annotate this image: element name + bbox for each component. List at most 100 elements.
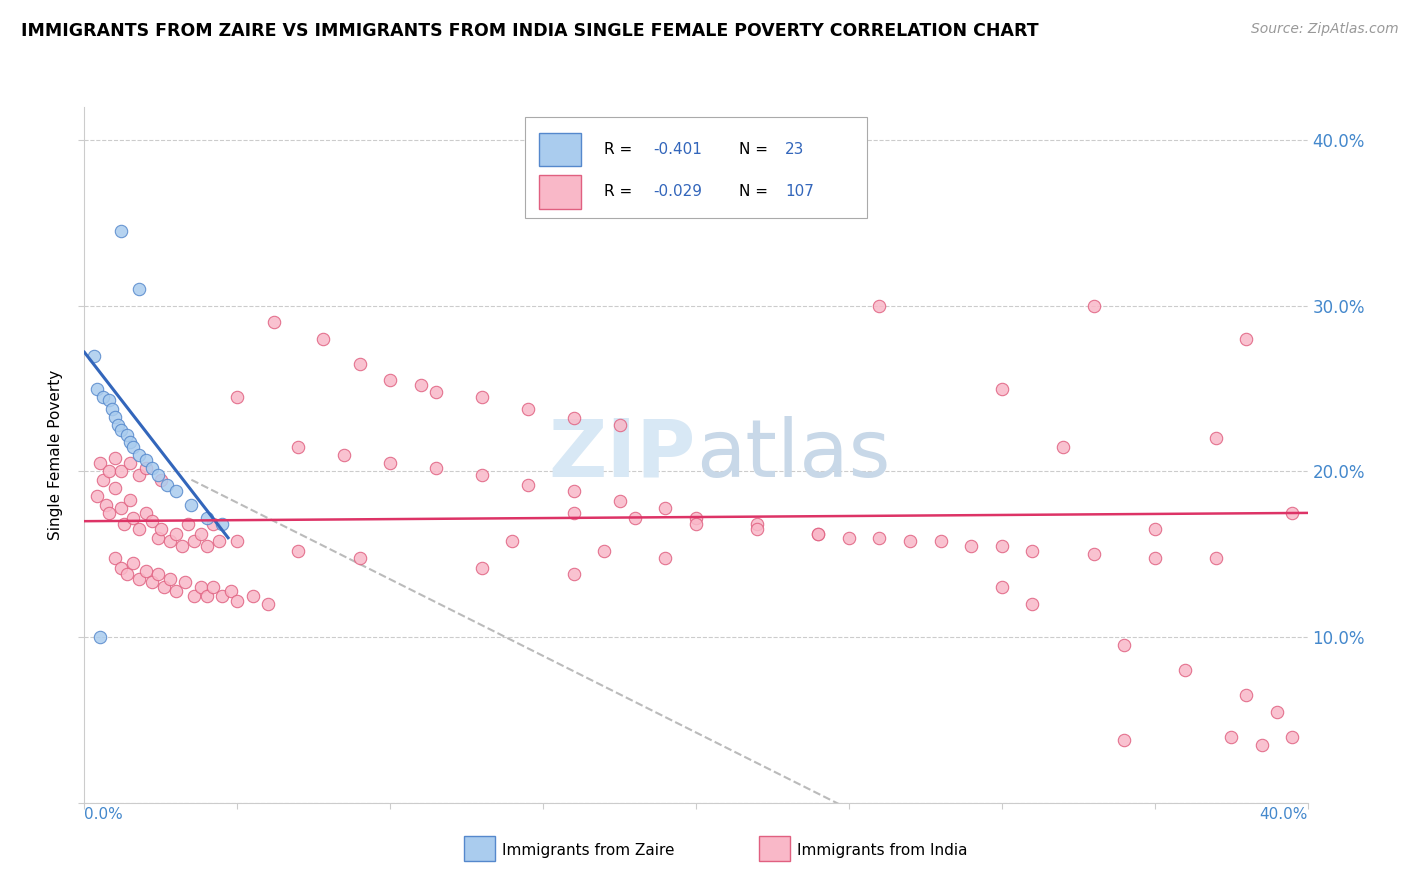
Point bbox=[104, 550, 127, 565]
Point bbox=[869, 299, 891, 313]
Point bbox=[183, 589, 205, 603]
Point bbox=[1083, 547, 1105, 561]
Text: 0.0%: 0.0% bbox=[84, 807, 124, 822]
Point bbox=[135, 453, 157, 467]
Point bbox=[991, 382, 1014, 396]
Point bbox=[201, 581, 224, 595]
Point bbox=[115, 567, 138, 582]
Point bbox=[110, 560, 132, 574]
Point bbox=[83, 349, 105, 363]
Point bbox=[654, 550, 676, 565]
Point bbox=[593, 544, 616, 558]
Point bbox=[146, 467, 169, 482]
Point bbox=[562, 506, 585, 520]
Point bbox=[838, 531, 860, 545]
Point bbox=[190, 527, 212, 541]
Point bbox=[991, 539, 1014, 553]
Y-axis label: Single Female Poverty: Single Female Poverty bbox=[48, 370, 63, 540]
Point bbox=[409, 378, 432, 392]
Point bbox=[122, 556, 145, 570]
Point bbox=[110, 423, 132, 437]
Point bbox=[153, 581, 176, 595]
Point bbox=[516, 477, 538, 491]
Point bbox=[242, 589, 264, 603]
Point bbox=[287, 544, 309, 558]
Point bbox=[172, 539, 194, 553]
Point bbox=[312, 332, 335, 346]
Point bbox=[135, 506, 157, 520]
Text: R =: R = bbox=[605, 185, 637, 200]
Point bbox=[1236, 332, 1258, 346]
Text: N =: N = bbox=[738, 185, 773, 200]
Text: IMMIGRANTS FROM ZAIRE VS IMMIGRANTS FROM INDIA SINGLE FEMALE POVERTY CORRELATION: IMMIGRANTS FROM ZAIRE VS IMMIGRANTS FROM… bbox=[21, 22, 1039, 40]
Point bbox=[1205, 431, 1227, 445]
Point bbox=[165, 484, 187, 499]
Point bbox=[502, 534, 524, 549]
Point bbox=[159, 572, 181, 586]
Point bbox=[747, 517, 769, 532]
Point bbox=[257, 597, 280, 611]
Point bbox=[146, 531, 169, 545]
Point bbox=[128, 572, 150, 586]
Point bbox=[929, 534, 952, 549]
Point bbox=[91, 473, 114, 487]
Point bbox=[425, 384, 447, 399]
Point bbox=[97, 506, 120, 520]
Point bbox=[89, 630, 111, 644]
Point bbox=[1281, 506, 1303, 520]
FancyBboxPatch shape bbox=[524, 118, 868, 219]
Text: Immigrants from Zaire: Immigrants from Zaire bbox=[502, 843, 675, 857]
Point bbox=[1083, 299, 1105, 313]
Point bbox=[349, 550, 371, 565]
Point bbox=[159, 534, 181, 549]
Point bbox=[1174, 663, 1197, 677]
Point bbox=[1143, 550, 1166, 565]
Point bbox=[110, 500, 132, 515]
Point bbox=[226, 534, 249, 549]
Point bbox=[960, 539, 983, 553]
Point bbox=[94, 498, 117, 512]
Point bbox=[104, 409, 127, 424]
Point bbox=[128, 467, 150, 482]
Point bbox=[380, 456, 402, 470]
Point bbox=[156, 477, 179, 491]
Bar bbox=[540, 175, 581, 209]
Point bbox=[135, 564, 157, 578]
Point bbox=[122, 511, 145, 525]
Point bbox=[180, 498, 202, 512]
Point bbox=[991, 581, 1014, 595]
Point bbox=[146, 567, 169, 582]
Point bbox=[471, 467, 494, 482]
Point bbox=[380, 373, 402, 387]
Point bbox=[471, 560, 494, 574]
Point bbox=[1052, 440, 1074, 454]
Point bbox=[1236, 688, 1258, 702]
Point bbox=[104, 451, 127, 466]
Point bbox=[110, 465, 132, 479]
Point bbox=[149, 473, 172, 487]
Point bbox=[516, 401, 538, 416]
Point bbox=[1220, 730, 1243, 744]
Point bbox=[120, 456, 142, 470]
Point bbox=[141, 461, 163, 475]
Point bbox=[97, 465, 120, 479]
Point bbox=[263, 315, 285, 329]
Point bbox=[1205, 550, 1227, 565]
Point bbox=[333, 448, 356, 462]
Point bbox=[174, 575, 197, 590]
Point bbox=[226, 390, 249, 404]
Point bbox=[219, 583, 242, 598]
Text: Source: ZipAtlas.com: Source: ZipAtlas.com bbox=[1251, 22, 1399, 37]
Point bbox=[1265, 705, 1288, 719]
Text: atlas: atlas bbox=[696, 416, 890, 494]
Point bbox=[869, 531, 891, 545]
Point bbox=[1114, 732, 1136, 747]
Point bbox=[471, 390, 494, 404]
Point bbox=[128, 282, 150, 296]
Point bbox=[120, 434, 142, 449]
Point bbox=[101, 401, 124, 416]
Point bbox=[86, 382, 108, 396]
Point bbox=[226, 593, 249, 607]
Point bbox=[91, 390, 114, 404]
Point bbox=[120, 492, 142, 507]
